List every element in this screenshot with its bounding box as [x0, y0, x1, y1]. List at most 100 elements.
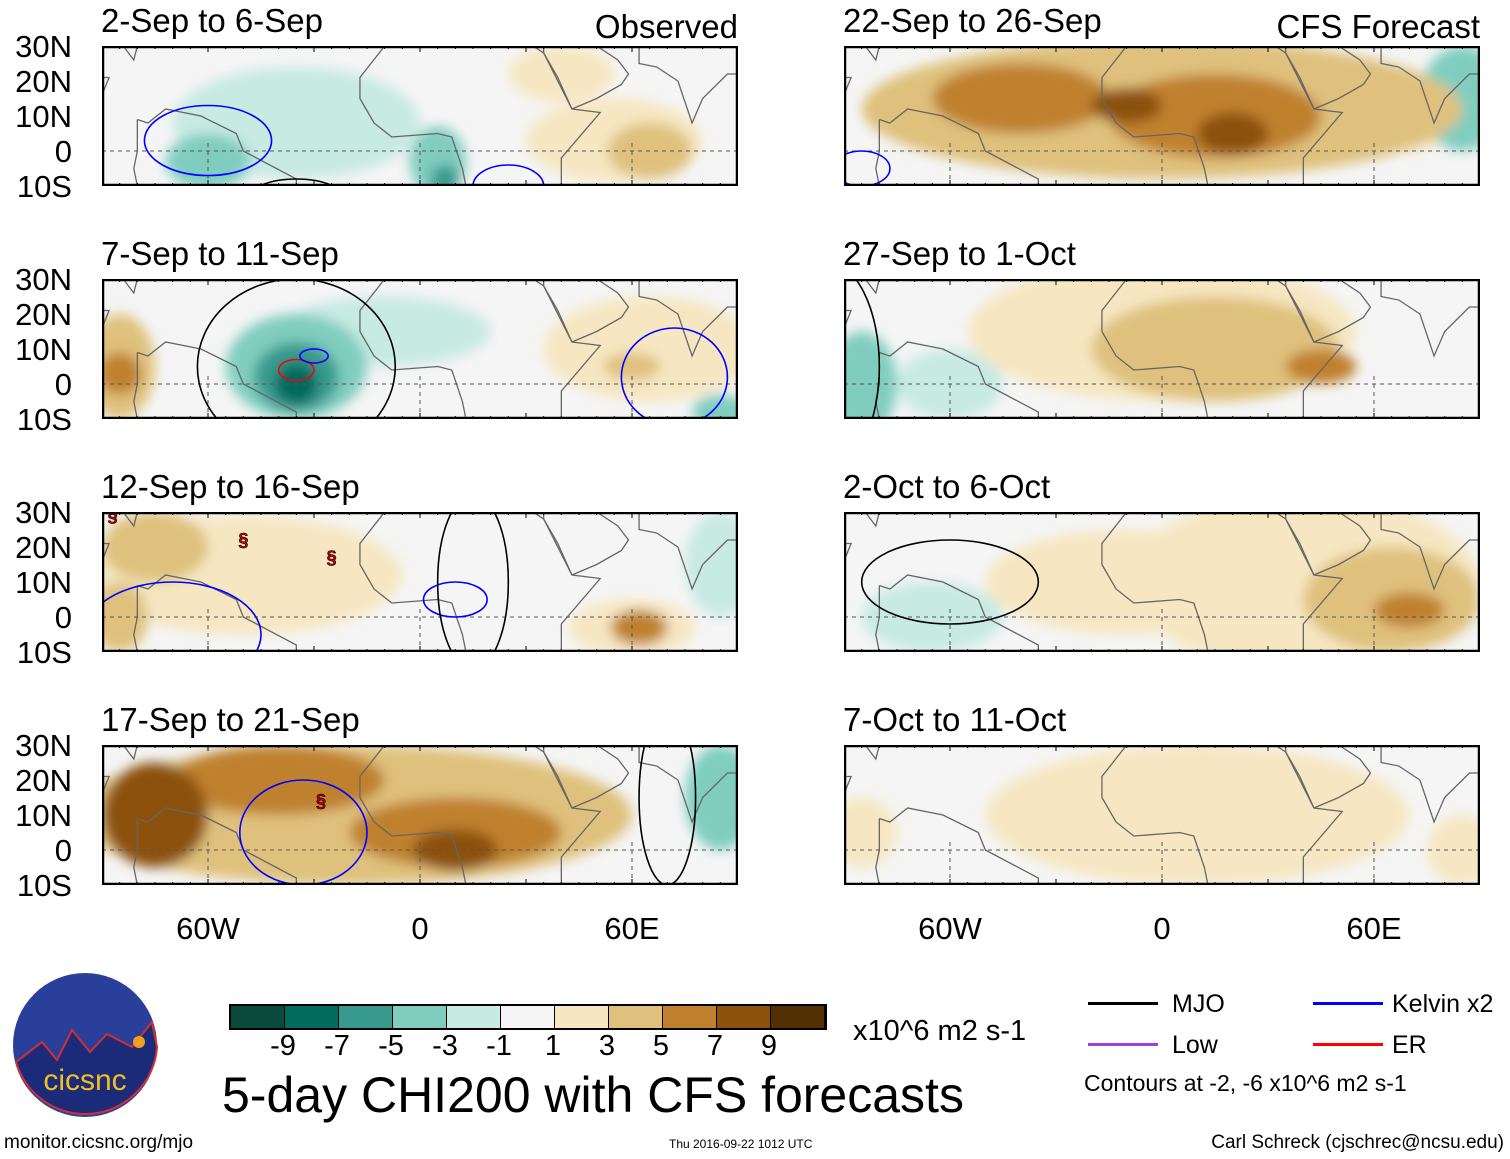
anomaly-region	[508, 46, 615, 102]
coastline	[875, 574, 1039, 652]
mjo-contour	[854, 279, 881, 419]
colorbar-swatch	[663, 1006, 717, 1028]
lat-tick: 20N	[15, 763, 72, 798]
lat-tick: 0	[54, 367, 72, 402]
panel-title: 22-Sep to 26-Sep	[843, 2, 1102, 39]
colorbar-swatch	[285, 1006, 339, 1028]
coastline	[638, 279, 738, 358]
colorbar-swatch	[231, 1006, 285, 1028]
lon-tick: 0	[411, 911, 429, 946]
tropical-cyclone-icon: §	[238, 530, 248, 550]
colorbar-tick: -9	[270, 1030, 296, 1062]
coastline	[359, 745, 602, 885]
coastline	[844, 279, 881, 329]
lat-tick: 0	[54, 134, 72, 169]
legend-mjo-line	[1088, 1002, 1158, 1005]
coastline	[359, 46, 602, 186]
kelvin-contour	[844, 150, 891, 186]
colorbar-swatch	[339, 1006, 393, 1028]
footer-author: Carl Schreck (cjschrec@ncsu.edu)	[1211, 1132, 1504, 1153]
anomaly-region	[1285, 349, 1357, 384]
map-panel	[102, 46, 738, 186]
legend-er: ER	[1392, 1031, 1427, 1059]
coastline	[1380, 745, 1480, 824]
colorbar-tick: 9	[760, 1030, 778, 1062]
tropical-cyclone-icon: §	[108, 512, 118, 526]
colorbar-tick: -7	[324, 1030, 350, 1062]
map-panel	[844, 745, 1480, 885]
coastline	[1101, 745, 1344, 885]
lat-tick: 30N	[15, 728, 72, 763]
coastline	[359, 512, 602, 652]
anomaly-region	[1091, 88, 1162, 123]
lat-tick: 10N	[15, 798, 72, 833]
map-panel	[844, 279, 1480, 419]
coastline	[1101, 512, 1344, 652]
coastline	[1380, 512, 1480, 591]
anomaly-region	[844, 797, 897, 868]
panel-title: 7-Sep to 11-Sep	[101, 235, 339, 272]
anomaly-region	[102, 582, 148, 652]
colorbar-tick: -3	[432, 1030, 458, 1062]
coastline	[133, 574, 297, 652]
footer-url[interactable]: monitor.cicsnc.org/mjo	[4, 1132, 194, 1153]
lat-tick: 0	[54, 833, 72, 868]
colorbar-swatch	[447, 1006, 501, 1028]
coastline	[1285, 745, 1372, 809]
legend-kelvin: Kelvin x2	[1392, 990, 1494, 1018]
colorbar-units: x10^6 m2 s-1	[853, 1015, 1027, 1047]
lat-tick: 10S	[16, 635, 72, 670]
colorbar-ticks: -9 -7 -5 -3 -1 1 3 5 7 9	[229, 1030, 829, 1062]
colorbar-tick: -5	[378, 1030, 404, 1062]
kelvin-contour	[472, 164, 545, 186]
panel-title: 2-Sep to 6-Sep	[101, 2, 323, 39]
coastline	[1101, 279, 1344, 419]
mjo-contour	[436, 512, 510, 652]
lat-tick: 20N	[15, 64, 72, 99]
coastline	[844, 46, 881, 96]
coastline	[844, 745, 881, 795]
lat-tick: 0	[54, 600, 72, 635]
lon-tick: 60W	[918, 911, 982, 946]
coastline	[359, 279, 602, 419]
legend-er-line	[1313, 1043, 1383, 1046]
anomaly-region	[172, 745, 385, 815]
anomaly-region	[685, 745, 738, 850]
anomaly-region	[685, 512, 738, 617]
coastline	[638, 46, 738, 125]
lat-tick: 30N	[15, 29, 72, 64]
coastline	[1380, 46, 1480, 125]
lat-tick: 10N	[15, 332, 72, 367]
lat-tick: 10S	[16, 868, 72, 903]
anomaly-region	[243, 529, 385, 600]
anomaly-region	[1374, 592, 1445, 628]
figure-title: 5-day CHI200 with CFS forecasts	[222, 1067, 964, 1123]
panel-title: 7-Oct to 11-Oct	[843, 701, 1067, 738]
anomaly-region	[985, 745, 1410, 885]
coastline	[638, 745, 738, 824]
coastline	[1285, 46, 1372, 110]
kelvin-contour	[143, 104, 273, 177]
anomaly-region	[102, 512, 208, 582]
coastline	[844, 512, 881, 562]
coastline	[1285, 512, 1372, 576]
legend-low: Low	[1172, 1031, 1218, 1059]
panel-title: 2-Oct to 6-Oct	[843, 468, 1051, 505]
colorbar	[229, 1004, 827, 1030]
coastline	[875, 108, 1039, 186]
kelvin-contour	[239, 779, 368, 885]
panel-title: 12-Sep to 16-Sep	[101, 468, 360, 505]
lon-tick: 60E	[604, 911, 660, 946]
contour-note: Contours at -2, -6 x10^6 m2 s-1	[1084, 1070, 1407, 1096]
legend-mjo: MJO	[1172, 990, 1225, 1018]
anomaly-region	[932, 63, 1109, 134]
colorbar-tick: 3	[598, 1030, 616, 1062]
kelvin-contour	[620, 327, 729, 419]
map-panel	[844, 46, 1480, 186]
mjo-contour	[638, 745, 697, 885]
coastline	[543, 279, 630, 343]
svg-text:cicsnc: cicsnc	[43, 1064, 126, 1097]
panel-label: CFS Forecast	[1276, 8, 1480, 45]
coastline	[875, 807, 1039, 885]
lat-tick: 20N	[15, 530, 72, 565]
